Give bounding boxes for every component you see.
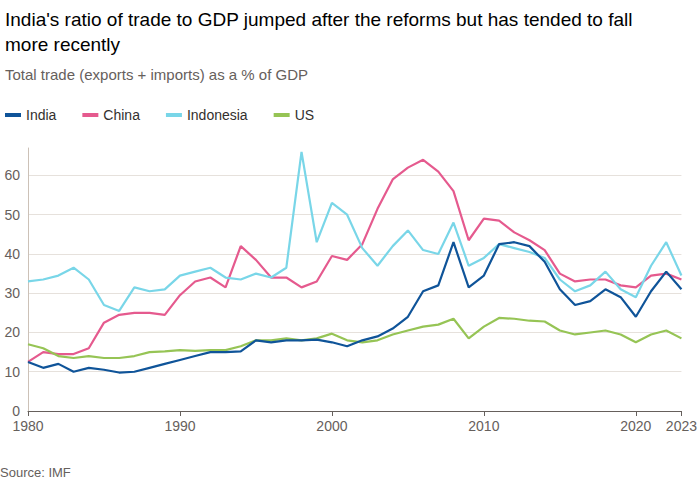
svg-text:2010: 2010 [468, 418, 499, 434]
svg-text:1990: 1990 [164, 418, 195, 434]
svg-text:0: 0 [12, 403, 20, 419]
svg-text:50: 50 [4, 207, 20, 223]
svg-text:Source: IMF: Source: IMF [0, 465, 71, 480]
svg-text:more recently: more recently [5, 34, 121, 55]
svg-text:US: US [295, 107, 314, 123]
svg-text:2020: 2020 [620, 418, 651, 434]
svg-text:2023: 2023 [666, 418, 697, 434]
svg-text:10: 10 [4, 364, 20, 380]
svg-text:India's ratio of trade to GDP: India's ratio of trade to GDP jumped aft… [5, 9, 638, 30]
svg-text:20: 20 [4, 324, 20, 340]
svg-text:2000: 2000 [316, 418, 347, 434]
svg-text:Indonesia: Indonesia [187, 107, 248, 123]
svg-text:60: 60 [4, 167, 20, 183]
svg-text:Total trade (exports + imports: Total trade (exports + imports) as a % o… [5, 66, 308, 83]
svg-text:India: India [26, 107, 57, 123]
svg-text:China: China [103, 107, 140, 123]
svg-text:40: 40 [4, 246, 20, 262]
svg-text:30: 30 [4, 285, 20, 301]
svg-text:1980: 1980 [12, 418, 43, 434]
